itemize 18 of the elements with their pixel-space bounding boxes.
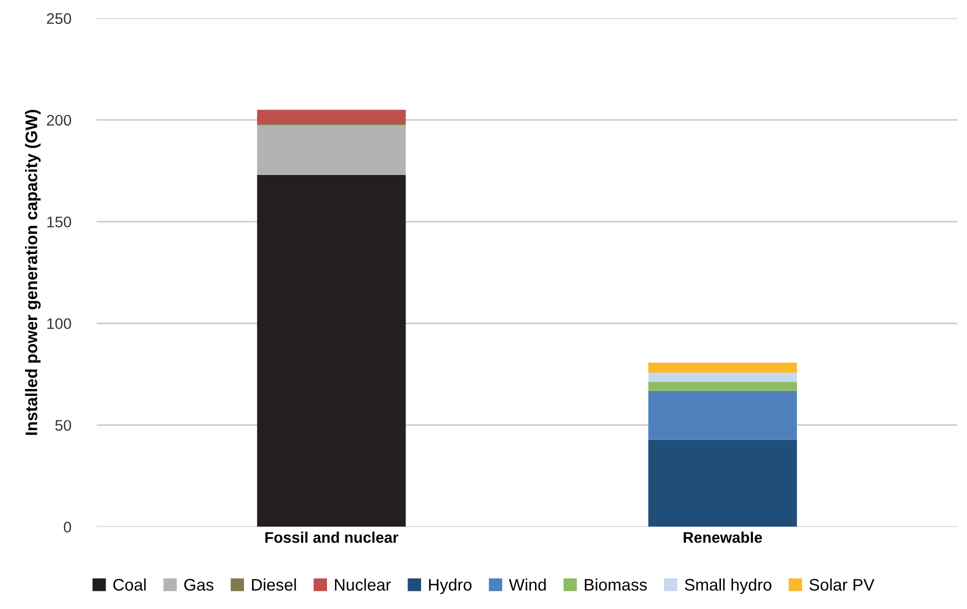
y-tick-label: 100 <box>47 318 72 330</box>
x-tick-label: Fossil and nuclear <box>265 532 398 543</box>
legend-label: Solar PV <box>809 578 874 591</box>
legend-label: Gas <box>184 578 214 591</box>
y-axis-title: Installed power generation capacity (GW) <box>25 110 41 435</box>
y-tick-label: 250 <box>46 13 72 24</box>
legend-label: Wind <box>508 578 546 591</box>
x-tick-label: Renewable <box>684 532 762 543</box>
y-tick-label: 150 <box>47 216 72 228</box>
legend-label: Nuclear <box>335 578 391 591</box>
legend-label: Small hydro <box>684 578 772 594</box>
legend-label: Hydro <box>429 578 472 594</box>
y-tick-label: 200 <box>46 114 72 126</box>
legend-label: Coal <box>113 578 146 591</box>
legend-label: Biomass <box>584 578 647 591</box>
legend-label: Diesel <box>252 578 296 591</box>
y-tick-label: 50 <box>55 420 72 431</box>
y-tick-label: 0 <box>64 522 72 532</box>
